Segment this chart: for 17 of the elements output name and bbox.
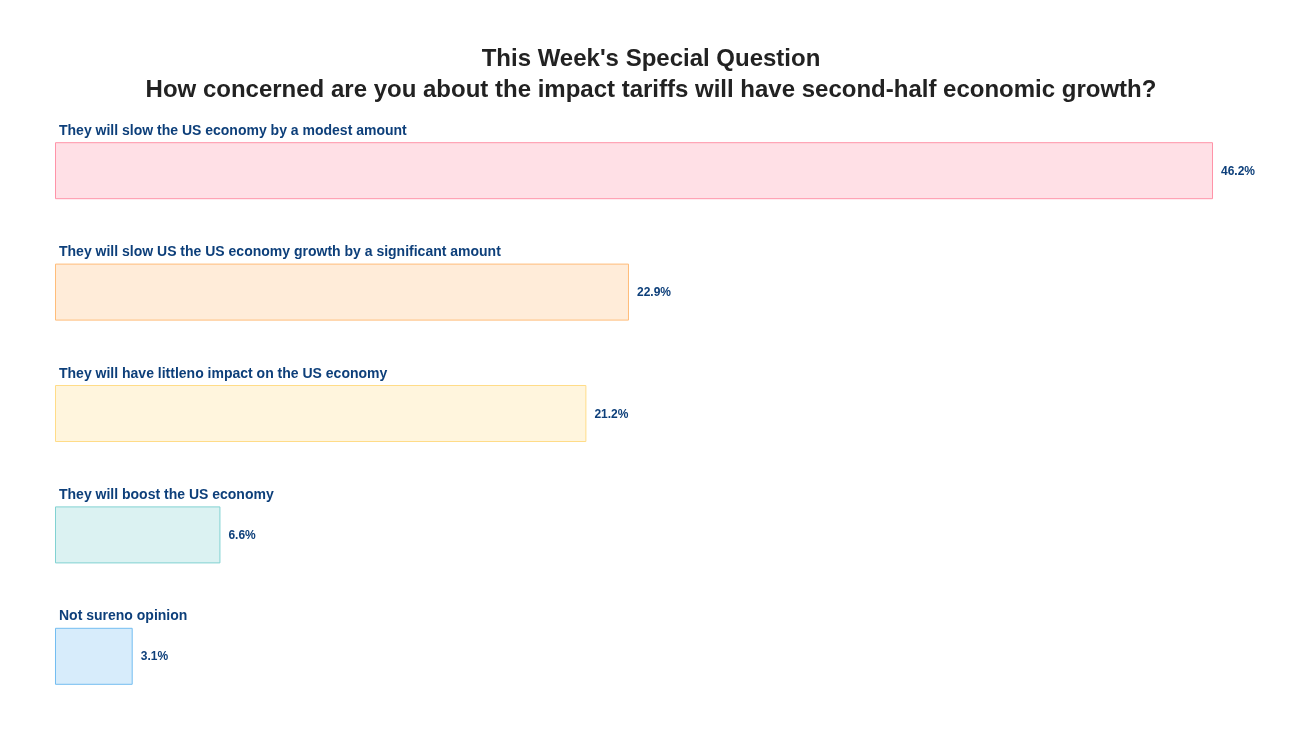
y-tick-label: They will slow the US economy by a modest amount xyxy=(59,121,408,138)
data-label: 3.1% xyxy=(140,649,169,664)
data-label: 22.9% xyxy=(636,285,672,300)
bar xyxy=(55,627,133,685)
bar xyxy=(55,263,629,321)
data-label: 6.6% xyxy=(228,527,257,542)
bar xyxy=(55,385,587,442)
y-tick-label: They will have littleno impact on the US economy xyxy=(59,364,388,381)
chart-subtitle: How concerned are you about the impact tariffs will have second-half economic growth? xyxy=(145,74,1157,102)
y-tick-label: Not sureno opinion xyxy=(59,607,188,624)
bar xyxy=(55,506,221,564)
chart-title: This Week's Special Question xyxy=(481,43,821,71)
data-label: 21.2% xyxy=(594,406,629,421)
bar xyxy=(55,142,1213,200)
y-tick-label: They will boost the US economy xyxy=(59,485,274,502)
data-label: 46.2% xyxy=(1221,163,1256,178)
y-tick-label: They will slow US the US economy growth by a significant amount xyxy=(59,243,502,260)
